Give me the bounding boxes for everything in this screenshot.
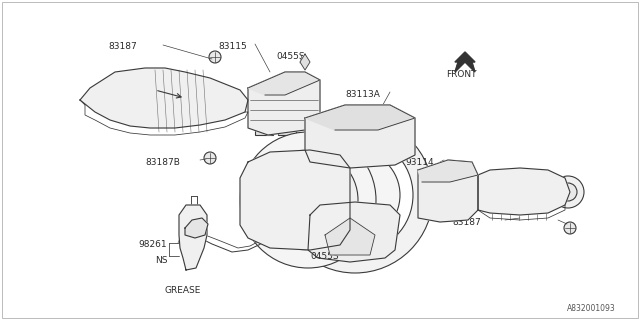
Text: 93114: 93114	[405, 158, 434, 167]
Text: 83113A: 83113A	[345, 90, 380, 99]
Text: A832001093: A832001093	[567, 304, 616, 313]
Bar	[278, 125, 296, 135]
Circle shape	[204, 152, 216, 164]
Text: 0455S: 0455S	[276, 52, 305, 61]
Circle shape	[240, 132, 376, 268]
Text: GREASE: GREASE	[165, 286, 201, 295]
Text: 0455S: 0455S	[310, 252, 339, 261]
Circle shape	[278, 170, 338, 230]
Circle shape	[552, 176, 584, 208]
Polygon shape	[418, 160, 478, 182]
Polygon shape	[418, 160, 478, 222]
Bar	[340, 128, 375, 150]
Circle shape	[390, 130, 400, 140]
Circle shape	[343, 253, 351, 261]
Polygon shape	[240, 150, 350, 250]
Polygon shape	[179, 205, 207, 270]
Polygon shape	[248, 72, 320, 135]
Polygon shape	[325, 218, 375, 255]
Circle shape	[209, 51, 221, 63]
Circle shape	[559, 183, 577, 201]
Bar	[255, 125, 273, 135]
Circle shape	[297, 137, 413, 253]
Circle shape	[258, 150, 358, 250]
Circle shape	[277, 117, 433, 273]
Text: 83187: 83187	[108, 42, 137, 51]
Text: NS: NS	[155, 256, 168, 265]
Polygon shape	[185, 218, 208, 238]
Polygon shape	[300, 54, 310, 70]
Text: 83115: 83115	[218, 42, 247, 51]
Circle shape	[320, 130, 330, 140]
Text: 98261: 98261	[138, 240, 166, 249]
Text: 83187: 83187	[452, 218, 481, 227]
Text: FRONT: FRONT	[446, 70, 477, 79]
Polygon shape	[308, 202, 400, 262]
Polygon shape	[248, 72, 320, 95]
Polygon shape	[305, 105, 415, 130]
Polygon shape	[455, 52, 475, 72]
Polygon shape	[80, 68, 248, 128]
Text: 83187B: 83187B	[145, 158, 180, 167]
Polygon shape	[305, 105, 415, 168]
Polygon shape	[478, 168, 570, 215]
Circle shape	[310, 150, 400, 240]
Circle shape	[293, 185, 323, 215]
Circle shape	[564, 222, 576, 234]
